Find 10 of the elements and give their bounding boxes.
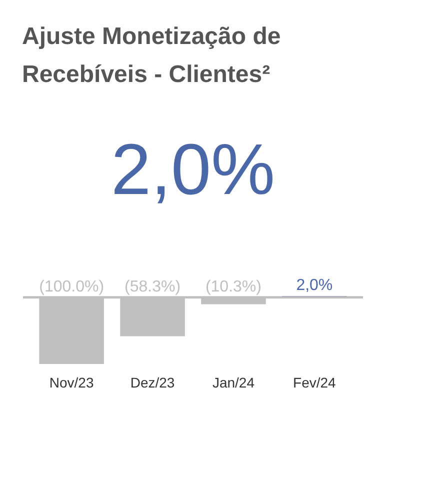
data-label: (58.3%) xyxy=(124,278,181,296)
data-label: (100.0%) xyxy=(39,278,104,296)
x-tick-label: Nov/23 xyxy=(49,374,94,390)
data-label: 2,0% xyxy=(296,277,333,294)
text: 2,0% xyxy=(110,130,276,210)
data-label: (10.3%) xyxy=(205,278,262,296)
x-tick-label: Fev/24 xyxy=(293,374,336,390)
x-tick-label: Jan/24 xyxy=(212,374,255,390)
x-tick-label: Dez/23 xyxy=(130,374,175,390)
chart-title: Ajuste Monetização de Recebíveis - Clientes² xyxy=(22,23,281,88)
